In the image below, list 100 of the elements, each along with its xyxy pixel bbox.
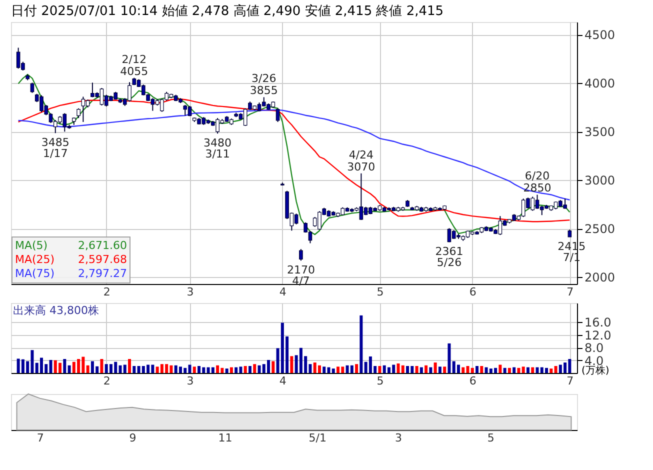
x-tick-label: 7 [566,286,574,298]
bar [503,368,506,373]
annotation: 1/17 [43,147,68,160]
x-tick-label: 6 [469,374,476,388]
x-tick-label: 3 [186,286,194,298]
x-tick-label: 3 [394,432,402,444]
bar [517,368,520,373]
bar [198,366,201,373]
bar [132,366,136,373]
y-axis-title: (万株) [582,364,610,376]
annotation: 3855 [250,84,278,98]
bar [378,366,382,373]
line-series [18,109,570,200]
bar [456,364,460,373]
bar [480,366,484,373]
bar [63,359,66,373]
bar [318,365,321,373]
bar [512,367,516,373]
candlestick [299,248,303,262]
bar [406,366,410,373]
bar [462,367,465,373]
bar [49,360,52,373]
annotation: 6/20 [524,170,550,183]
annotation: 4055 [120,64,148,78]
annotation: 2361 [435,245,464,258]
bar [522,366,525,373]
bar [434,362,437,373]
bar [508,368,511,373]
y-tick-label: 12.0 [584,328,612,342]
x-tick-label: 6 [469,286,476,298]
bar [554,366,558,373]
chart-title: 出来高 43,800株 [13,304,99,317]
bar [424,365,428,373]
bar [526,367,530,373]
y-tick-label: 3500 [584,125,616,140]
x-tick-label: 5 [376,374,384,388]
candlestick [183,104,188,116]
annotation: 3480 [204,136,232,150]
candlestick [76,108,80,119]
bar [332,368,335,373]
bar [225,368,228,373]
bar [322,366,326,373]
annotation: 3485 [41,136,70,150]
bar [100,359,104,373]
annotation: 3/11 [205,148,230,161]
candlestick [276,108,280,122]
bar [128,359,132,373]
bar [443,366,446,373]
text: MA(75) 2,797.27 [15,267,127,280]
bar [429,367,432,373]
y-tick-label: 3000 [584,174,616,188]
bar [401,365,404,373]
bar [415,366,418,373]
bar [355,364,358,373]
bar [244,366,247,373]
bar [336,366,340,373]
bar [123,364,126,373]
annotation: 4/24 [348,148,374,162]
x-tick-label: 4 [279,374,286,388]
bar [230,367,233,373]
bar [211,367,214,373]
bar [68,365,71,373]
x-tick-label: 2 [103,374,110,388]
text: MA(5) 2,671.60 [15,239,127,252]
text: MA(25) 2,597.68 [15,253,127,266]
y-tick-label: 2500 [584,222,616,236]
bar [272,361,275,373]
bar [360,315,363,373]
bar [438,366,442,373]
bar [350,365,354,373]
x-tick-label: 11 [218,432,232,444]
bar [470,368,474,373]
bar [550,368,553,373]
y-tick-label: 8.0 [584,341,604,356]
x-tick-label: 5 [487,432,494,444]
bar [290,356,294,373]
annotation: 3070 [347,160,376,174]
x-tick-label: 7 [566,374,574,388]
x-tick-label: 7 [36,432,44,444]
bar [86,365,90,373]
chart-title: 日付 2025/07/01 10:14 始値 2,478 高値 2,490 安値 2,415 終値 2,415 [11,3,444,19]
bar [234,367,238,373]
y-tick-label: 16.0 [584,316,612,330]
bar [476,366,479,373]
annotation: 2/12 [122,52,146,66]
annotation: 2850 [523,182,552,195]
x-tick-label: 5/1 [308,432,326,444]
y-tick-label: 4000 [584,76,616,91]
bar [420,367,423,373]
annotation: 2170 [286,264,315,277]
annotation: 3/26 [252,72,276,86]
x-tick-label: 2 [103,286,110,298]
y-tick-label: 4500 [584,28,616,42]
bar [192,366,196,373]
y-tick-label: 2000 [584,270,616,285]
x-tick-label: 4 [279,286,286,298]
x-tick-label: 5 [376,286,384,298]
bar [253,364,256,373]
bar [216,365,220,373]
x-tick-label: 3 [186,374,194,388]
